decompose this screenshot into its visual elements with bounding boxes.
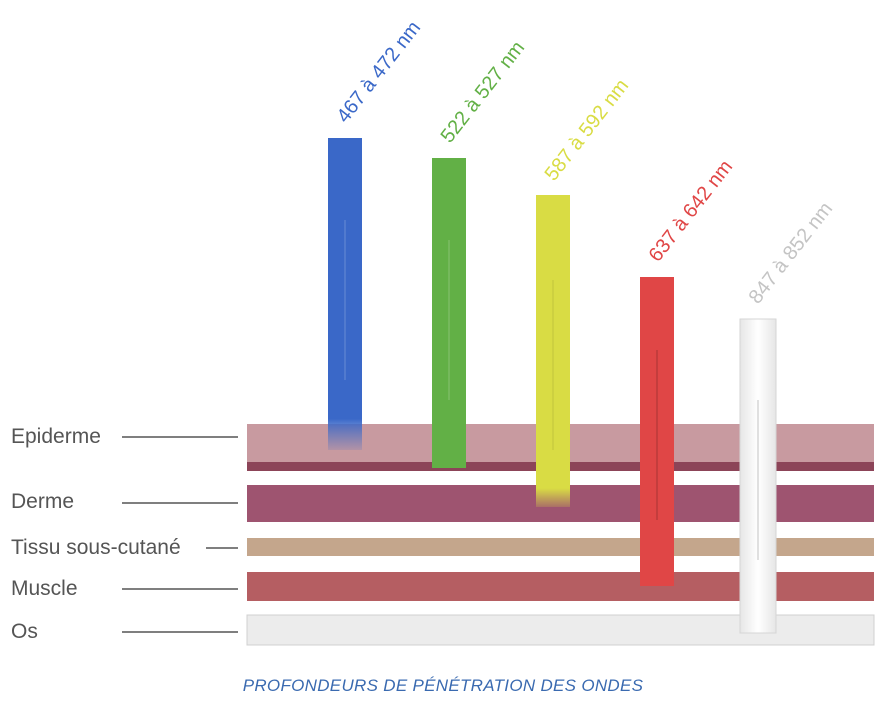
layer-labels: Epiderme Derme Tissu sous-cutané Muscle … — [11, 425, 238, 643]
wave-label-red: 637 à 642 nm — [645, 156, 738, 266]
layer-os — [246, 614, 875, 646]
layer-muscle — [247, 572, 874, 601]
label-muscle: Muscle — [11, 577, 78, 600]
layer-tissu-sous-cutane — [247, 538, 874, 556]
beam-blue — [328, 138, 362, 450]
wave-label-green: 522 à 527 nm — [437, 37, 530, 147]
beam-yellow — [536, 195, 570, 507]
label-os: Os — [11, 620, 38, 643]
beam-red — [640, 277, 674, 586]
label-tissu-sous-cutane: Tissu sous-cutané — [11, 536, 181, 559]
wave-label-blue: 467 à 472 nm — [333, 17, 426, 127]
wave-label-yellow: 587 à 592 nm — [541, 75, 634, 185]
wave-label-ir: 847 à 852 nm — [745, 198, 838, 308]
wave-labels: 467 à 472 nm 522 à 527 nm 587 à 592 nm 6… — [333, 17, 838, 308]
beam-green — [432, 158, 466, 468]
wave-beams — [328, 138, 777, 634]
label-epiderme: Epiderme — [11, 425, 101, 448]
caption: PROFONDEURS DE PÉNÉTRATION DES ONDES — [242, 676, 644, 695]
label-derme: Derme — [11, 490, 74, 513]
